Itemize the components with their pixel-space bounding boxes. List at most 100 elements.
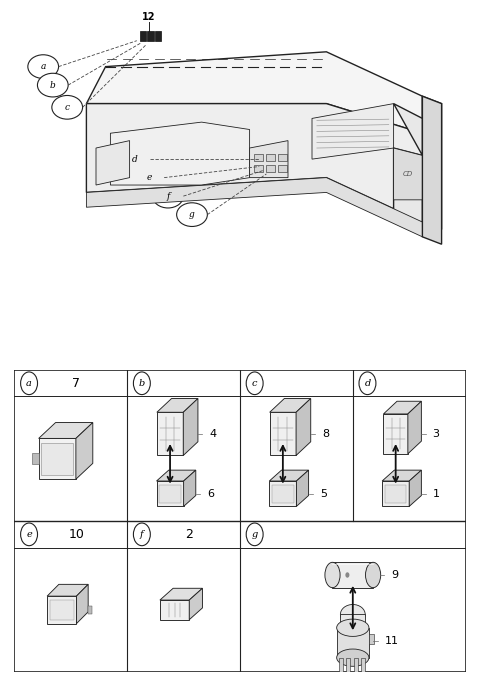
Polygon shape bbox=[296, 399, 311, 456]
Circle shape bbox=[37, 73, 68, 97]
Polygon shape bbox=[157, 399, 198, 412]
Ellipse shape bbox=[340, 604, 365, 625]
Ellipse shape bbox=[325, 562, 340, 588]
Bar bbox=[354, 658, 358, 678]
Ellipse shape bbox=[118, 145, 142, 174]
Polygon shape bbox=[340, 614, 365, 628]
Polygon shape bbox=[50, 600, 74, 620]
Text: g: g bbox=[252, 530, 258, 539]
Polygon shape bbox=[384, 414, 408, 454]
Circle shape bbox=[359, 372, 376, 394]
Ellipse shape bbox=[336, 619, 369, 636]
Bar bbox=[339, 658, 343, 678]
Polygon shape bbox=[269, 481, 296, 507]
Polygon shape bbox=[278, 165, 287, 172]
Text: b: b bbox=[139, 379, 145, 388]
Polygon shape bbox=[86, 52, 422, 133]
Bar bbox=[361, 658, 365, 678]
Text: 1: 1 bbox=[432, 489, 440, 498]
Polygon shape bbox=[254, 153, 263, 161]
Bar bbox=[32, 453, 39, 464]
Text: CD: CD bbox=[403, 171, 413, 177]
Text: 9: 9 bbox=[391, 570, 398, 580]
Polygon shape bbox=[382, 470, 421, 481]
Polygon shape bbox=[147, 31, 154, 41]
Text: b: b bbox=[50, 81, 56, 90]
Text: 6: 6 bbox=[207, 489, 214, 498]
Circle shape bbox=[153, 184, 183, 208]
Circle shape bbox=[246, 523, 263, 546]
Text: 3: 3 bbox=[432, 429, 440, 439]
Text: 12: 12 bbox=[142, 12, 156, 22]
Polygon shape bbox=[189, 588, 203, 620]
Text: d: d bbox=[132, 155, 137, 164]
Circle shape bbox=[28, 55, 59, 79]
Polygon shape bbox=[270, 399, 311, 412]
Polygon shape bbox=[155, 31, 161, 41]
Polygon shape bbox=[110, 122, 250, 185]
Polygon shape bbox=[409, 470, 421, 507]
Polygon shape bbox=[408, 401, 421, 454]
Polygon shape bbox=[157, 412, 183, 456]
Polygon shape bbox=[159, 485, 181, 502]
Ellipse shape bbox=[422, 148, 442, 192]
Polygon shape bbox=[384, 401, 421, 414]
Text: e: e bbox=[146, 173, 152, 182]
Polygon shape bbox=[269, 470, 309, 481]
Text: d: d bbox=[364, 379, 371, 388]
Circle shape bbox=[119, 147, 150, 171]
Circle shape bbox=[52, 96, 83, 119]
Polygon shape bbox=[183, 470, 196, 507]
Text: c: c bbox=[252, 379, 257, 388]
Polygon shape bbox=[183, 399, 198, 456]
Ellipse shape bbox=[190, 128, 223, 153]
Text: f: f bbox=[140, 530, 144, 539]
Ellipse shape bbox=[108, 104, 252, 155]
Text: f: f bbox=[166, 191, 170, 200]
Bar bbox=[88, 606, 92, 614]
Polygon shape bbox=[394, 148, 422, 200]
Polygon shape bbox=[86, 104, 422, 222]
Circle shape bbox=[177, 203, 207, 227]
Polygon shape bbox=[336, 628, 369, 658]
Polygon shape bbox=[76, 422, 93, 479]
Text: c: c bbox=[65, 103, 70, 112]
Polygon shape bbox=[160, 588, 203, 600]
Polygon shape bbox=[272, 485, 294, 502]
Polygon shape bbox=[270, 412, 296, 456]
Text: 7: 7 bbox=[72, 377, 81, 390]
Polygon shape bbox=[39, 422, 93, 439]
Polygon shape bbox=[47, 585, 88, 596]
Polygon shape bbox=[312, 104, 394, 159]
Polygon shape bbox=[266, 165, 275, 172]
Circle shape bbox=[133, 523, 150, 546]
Polygon shape bbox=[394, 104, 422, 222]
Circle shape bbox=[21, 372, 37, 394]
Ellipse shape bbox=[366, 562, 381, 588]
Polygon shape bbox=[156, 470, 196, 481]
Ellipse shape bbox=[137, 128, 170, 153]
Circle shape bbox=[345, 572, 349, 578]
Polygon shape bbox=[39, 439, 76, 479]
Polygon shape bbox=[385, 485, 407, 502]
Text: 10: 10 bbox=[69, 528, 84, 541]
Ellipse shape bbox=[336, 649, 369, 666]
Text: 8: 8 bbox=[322, 429, 329, 439]
Circle shape bbox=[246, 372, 263, 394]
Polygon shape bbox=[266, 153, 275, 161]
Text: e: e bbox=[26, 530, 32, 539]
Polygon shape bbox=[278, 153, 287, 161]
Polygon shape bbox=[333, 562, 373, 588]
Polygon shape bbox=[254, 165, 263, 172]
Polygon shape bbox=[156, 481, 183, 507]
Bar bbox=[369, 634, 374, 644]
Text: a: a bbox=[40, 62, 46, 71]
Polygon shape bbox=[76, 585, 88, 623]
Polygon shape bbox=[160, 600, 189, 620]
Polygon shape bbox=[47, 596, 76, 623]
Polygon shape bbox=[422, 96, 442, 244]
Text: 11: 11 bbox=[385, 636, 399, 646]
Text: g: g bbox=[189, 210, 195, 219]
Polygon shape bbox=[41, 443, 73, 475]
Text: a: a bbox=[26, 379, 32, 388]
